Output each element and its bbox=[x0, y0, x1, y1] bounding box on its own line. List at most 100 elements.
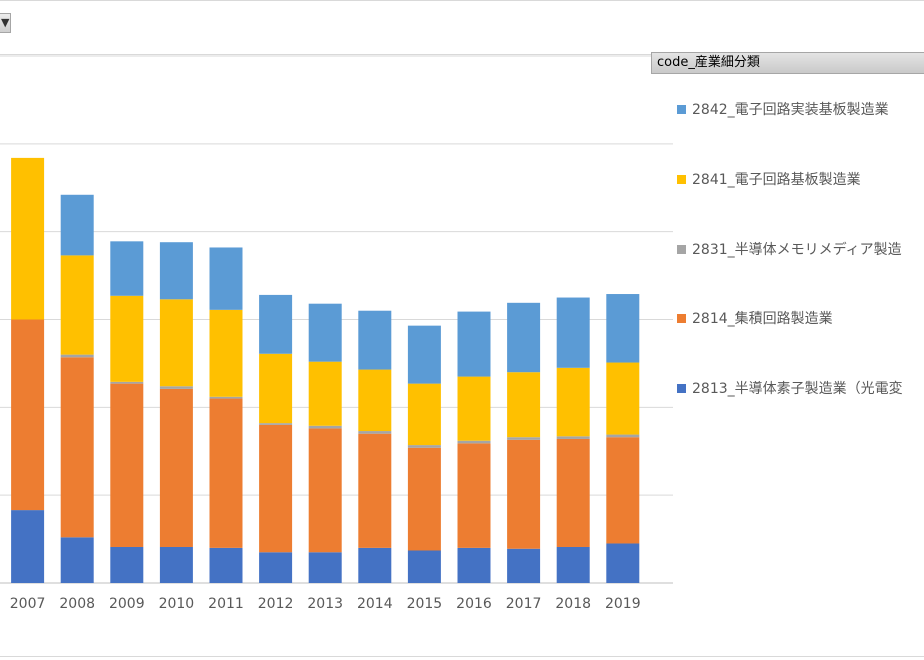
bar-segment-2017-series-1[interactable] bbox=[507, 439, 541, 549]
bar-segment-2016-series-0[interactable] bbox=[457, 547, 491, 583]
x-tick-label: 2014 bbox=[357, 596, 393, 612]
bar-segment-2016-series-2[interactable] bbox=[457, 440, 491, 444]
bar-segment-2015-series-1[interactable] bbox=[407, 447, 441, 551]
bar-segment-2008-series-0[interactable] bbox=[60, 537, 94, 583]
bar-segment-2009-series-1[interactable] bbox=[110, 383, 144, 547]
legend-item[interactable]: 2813_半導体素子製造業（光電変 bbox=[677, 379, 903, 399]
bar-segment-2012-series-1[interactable] bbox=[259, 424, 293, 553]
bar-segment-2009-series-2[interactable] bbox=[110, 381, 144, 384]
legend-label: 2842_電子回路実装基板製造業 bbox=[692, 102, 889, 118]
bar-segment-2018-series-0[interactable] bbox=[556, 546, 590, 583]
x-tick-label: 2015 bbox=[407, 596, 443, 612]
bar-segment-2016-series-4[interactable] bbox=[457, 311, 491, 377]
bar-segment-2015-series-3[interactable] bbox=[407, 383, 441, 446]
bar-segment-2013-series-2[interactable] bbox=[308, 425, 342, 429]
legend-item[interactable]: 2831_半導体メモリメディア製造 bbox=[677, 240, 902, 260]
bar-segment-2016-series-1[interactable] bbox=[457, 443, 491, 548]
x-tick-label: 2016 bbox=[456, 596, 492, 612]
bar-segment-2018-series-4[interactable] bbox=[556, 297, 590, 368]
bar-segment-2011-series-1[interactable] bbox=[209, 398, 243, 548]
plot-area-top-border bbox=[0, 54, 924, 55]
bar-segment-2017-series-4[interactable] bbox=[507, 302, 541, 373]
bar-segment-2008-series-2[interactable] bbox=[60, 354, 94, 358]
legend: 2842_電子回路実装基板製造業 2841_電子回路基板製造業 2831_半導体メモ… bbox=[677, 0, 924, 660]
bar-segment-2014-series-4[interactable] bbox=[358, 310, 392, 370]
bar-segment-2014-series-1[interactable] bbox=[358, 433, 392, 548]
x-tick-label: 2017 bbox=[506, 596, 542, 612]
bar-segment-2011-series-2[interactable] bbox=[209, 396, 243, 399]
legend-field-header[interactable]: code_産業細分類 bbox=[651, 52, 924, 74]
legend-swatch bbox=[677, 314, 686, 323]
legend-label: 2814_集積回路製造業 bbox=[692, 311, 833, 327]
bar-segment-2010-series-1[interactable] bbox=[159, 388, 193, 547]
bar-segment-2008-series-1[interactable] bbox=[60, 357, 94, 538]
legend-swatch bbox=[677, 105, 686, 114]
legend-label: 2813_半導体素子製造業（光電変 bbox=[692, 381, 903, 397]
legend-label: 2831_半導体メモリメディア製造 bbox=[692, 242, 902, 258]
bar-segment-2007-series-3[interactable] bbox=[11, 157, 45, 320]
bar-segment-2013-series-3[interactable] bbox=[308, 361, 342, 426]
bar-segment-2007-series-0[interactable] bbox=[11, 510, 45, 583]
bar-segment-2013-series-1[interactable] bbox=[308, 428, 342, 553]
bar-segment-2013-series-4[interactable] bbox=[308, 303, 342, 362]
bar-segment-2014-series-0[interactable] bbox=[358, 547, 392, 583]
bar-segment-2011-series-0[interactable] bbox=[209, 547, 243, 583]
bar-segment-2018-series-3[interactable] bbox=[556, 367, 590, 437]
legend-swatch bbox=[677, 245, 686, 254]
x-tick-label: 2013 bbox=[307, 596, 343, 612]
bar-series-group bbox=[11, 157, 640, 583]
bar-segment-2012-series-4[interactable] bbox=[259, 294, 293, 354]
bar-segment-2013-series-0[interactable] bbox=[308, 552, 342, 583]
bar-segment-2011-series-4[interactable] bbox=[209, 247, 243, 310]
x-tick-label: 2007 bbox=[10, 596, 46, 612]
bar-segment-2010-series-0[interactable] bbox=[159, 546, 193, 583]
bar-segment-2019-series-4[interactable] bbox=[606, 294, 640, 363]
x-tick-label: 2010 bbox=[159, 596, 195, 612]
x-tick-label: 2011 bbox=[208, 596, 244, 612]
frame-top-border bbox=[0, 0, 924, 1]
bar-segment-2017-series-0[interactable] bbox=[507, 548, 541, 583]
bar-segment-2018-series-2[interactable] bbox=[556, 436, 590, 439]
bar-segment-2014-series-3[interactable] bbox=[358, 369, 392, 432]
legend-item[interactable]: 2814_集積回路製造業 bbox=[677, 309, 833, 329]
bar-segment-2019-series-2[interactable] bbox=[606, 434, 640, 438]
bar-segment-2017-series-2[interactable] bbox=[507, 437, 541, 440]
bar-segment-2011-series-3[interactable] bbox=[209, 309, 243, 397]
bar-segment-2012-series-0[interactable] bbox=[259, 552, 293, 583]
bar-segment-2014-series-2[interactable] bbox=[358, 431, 392, 434]
bar-segment-2012-series-3[interactable] bbox=[259, 353, 293, 424]
bar-segment-2017-series-3[interactable] bbox=[507, 372, 541, 438]
bar-segment-2018-series-1[interactable] bbox=[556, 438, 590, 547]
bar-segment-2009-series-0[interactable] bbox=[110, 546, 144, 583]
legend-item[interactable]: 2842_電子回路実装基板製造業 bbox=[677, 100, 889, 120]
bar-segment-2019-series-1[interactable] bbox=[606, 437, 640, 544]
legend-swatch bbox=[677, 384, 686, 393]
bar-segment-2019-series-0[interactable] bbox=[606, 543, 640, 583]
x-tick-label: 2012 bbox=[258, 596, 294, 612]
bar-segment-2019-series-3[interactable] bbox=[606, 362, 640, 435]
bar-segment-2010-series-4[interactable] bbox=[159, 242, 193, 300]
bar-segment-2015-series-4[interactable] bbox=[407, 325, 441, 384]
bar-segment-2009-series-3[interactable] bbox=[110, 295, 144, 382]
x-tick-label: 2009 bbox=[109, 596, 145, 612]
legend-item[interactable]: 2841_電子回路基板製造業 bbox=[677, 170, 861, 190]
bar-segment-2009-series-4[interactable] bbox=[110, 241, 144, 296]
bar-segment-2010-series-2[interactable] bbox=[159, 386, 193, 389]
x-axis-tick-labels: 2006200720082009201020112012201320142015… bbox=[10, 596, 641, 612]
legend-label: 2841_電子回路基板製造業 bbox=[692, 172, 861, 188]
bar-segment-2015-series-2[interactable] bbox=[407, 445, 441, 448]
chart-bottom-border bbox=[0, 656, 924, 657]
field-filter-button[interactable]: ▼ bbox=[0, 13, 11, 33]
x-tick-label: 2019 bbox=[605, 596, 641, 612]
bar-segment-2012-series-2[interactable] bbox=[259, 423, 293, 425]
bar-segment-2008-series-4[interactable] bbox=[60, 194, 94, 256]
bar-segment-2007-series-1[interactable] bbox=[11, 319, 45, 511]
bar-segment-2016-series-3[interactable] bbox=[457, 376, 491, 441]
x-tick-label: 2008 bbox=[59, 596, 95, 612]
bar-segment-2010-series-3[interactable] bbox=[159, 299, 193, 387]
bar-segment-2015-series-0[interactable] bbox=[407, 550, 441, 583]
legend-swatch bbox=[677, 175, 686, 184]
x-tick-label: 2018 bbox=[555, 596, 591, 612]
bar-segment-2008-series-3[interactable] bbox=[60, 255, 94, 355]
